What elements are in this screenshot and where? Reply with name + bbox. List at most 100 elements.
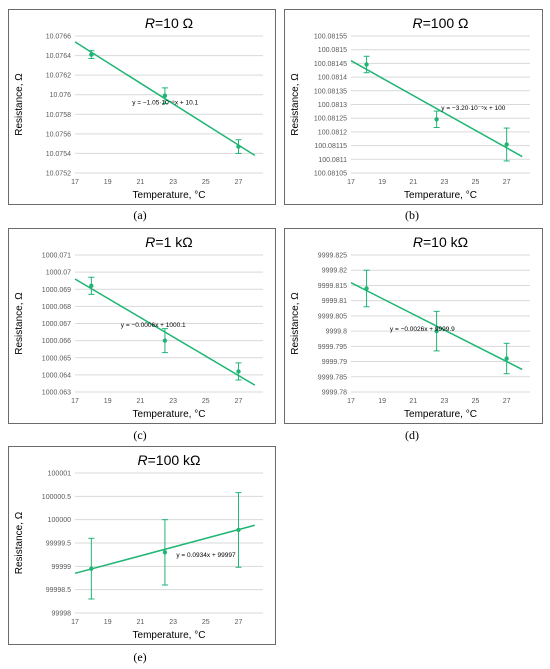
y-tick-label: 1000.069	[42, 287, 71, 294]
y-tick-label: 100.0814	[318, 75, 347, 82]
y-tick-label: 9999.81	[322, 298, 347, 305]
y-tick-label: 99998.5	[46, 587, 71, 594]
x-tick-label: 25	[472, 398, 480, 405]
y-tick-label: 10.0758	[46, 112, 71, 119]
y-tick-label: 99998	[52, 611, 72, 618]
x-tick-label: 19	[378, 179, 386, 186]
title-value: =100 kΩ	[148, 452, 201, 468]
y-tick-label: 9999.795	[318, 344, 347, 351]
chart-d: R=10 kΩ 9999.78 9999.785 9999.79 9999.795 999…	[290, 234, 530, 420]
y-tick-label: 1000.067	[42, 321, 71, 328]
x-tick-label: 27	[503, 179, 511, 186]
caption-e: (e)	[133, 650, 147, 664]
chart-panel-d: R=10 kΩ 9999.78 9999.785 9999.79 9999.795 999…	[284, 228, 543, 424]
title-value: =1 kΩ	[155, 234, 192, 250]
y-axis-label: Resistance, Ω	[14, 73, 25, 136]
x-tick-label: 27	[503, 398, 511, 405]
chart-panel-e: R=100 kΩ 99998 99998.5 99999 99999.5 100000 10…	[8, 446, 276, 645]
title-value: =10 kΩ	[423, 234, 468, 250]
x-tick-label: 19	[104, 619, 112, 626]
y-tick-label: 1000.07	[46, 270, 71, 277]
y-tick-label: 10.0752	[46, 171, 71, 178]
trendline	[350, 60, 523, 158]
data-point	[236, 527, 241, 533]
x-axis-label: Temperature, °C	[133, 409, 206, 420]
data-point	[162, 93, 168, 98]
x-axis-label: Temperature, °C	[404, 190, 477, 201]
y-tick-label: 100001	[48, 471, 71, 478]
y-axis-label: Resistance, Ω	[14, 292, 25, 355]
data-point	[434, 328, 439, 334]
data-point	[162, 338, 168, 343]
data-point	[504, 356, 509, 361]
chart-title: R=10 kΩ	[413, 234, 468, 250]
data-point	[236, 144, 241, 149]
x-axis-label: Temperature, °C	[404, 409, 477, 420]
y-tick-label: 1000.071	[42, 253, 71, 260]
x-tick-label: 25	[202, 619, 210, 626]
x-tick-label: 25	[202, 398, 210, 405]
title-value: =10 Ω	[155, 15, 193, 31]
y-tick-label: 1000.064	[42, 372, 71, 379]
x-tick-label: 27	[235, 619, 243, 626]
chart-panel-a: R=10 Ω 10.0752 10.0754 10.0756 10.0758 10.076…	[8, 9, 276, 205]
x-tick-label: 23	[169, 179, 177, 186]
data-point	[434, 117, 439, 122]
y-tick-label: 100.08115	[314, 143, 347, 150]
x-axis-label: Temperature, °C	[133, 630, 206, 641]
y-tick-label: 100.08155	[314, 34, 347, 41]
data-point	[236, 369, 241, 374]
y-tick-label: 9999.805	[318, 313, 347, 320]
y-tick-label: 10.0754	[46, 151, 71, 158]
data-point	[89, 566, 94, 571]
y-tick-label: 100.08135	[314, 88, 347, 95]
y-tick-label: 100.0811	[318, 157, 347, 164]
y-tick-label: 100.0815	[318, 47, 347, 54]
x-tick-label: 17	[71, 619, 79, 626]
caption-d: (d)	[405, 428, 419, 442]
chart-panel-c: R=1 kΩ 1000.063 1000.064 1000.065 1000.066 10…	[8, 228, 276, 424]
chart-title: R=100 kΩ	[137, 452, 200, 468]
fit-equation: y = −0.0006x + 1000.1	[121, 322, 186, 329]
x-tick-label: 25	[472, 179, 480, 186]
y-tick-label: 9999.825	[318, 253, 347, 260]
y-axis-label: Resistance, Ω	[290, 73, 301, 136]
x-tick-label: 19	[104, 179, 112, 186]
y-tick-label: 1000.065	[42, 355, 71, 362]
y-tick-label: 1000.068	[42, 304, 71, 311]
x-tick-label: 17	[71, 179, 79, 186]
x-tick-label: 23	[169, 619, 177, 626]
y-tick-label: 9999.82	[322, 268, 347, 275]
x-tick-label: 21	[136, 398, 144, 405]
y-tick-label: 99999	[52, 564, 72, 571]
title-variable: R	[145, 234, 155, 250]
y-tick-label: 100.0813	[318, 102, 347, 109]
chart-a: R=10 Ω 10.0752 10.0754 10.0756 10.0758 10.076…	[14, 15, 263, 201]
caption-b: (b)	[405, 208, 419, 222]
y-tick-label: 10.0762	[46, 73, 71, 80]
fit-equation: y = −1.05·10⁻⁵x + 10.1	[132, 100, 198, 107]
y-tick-label: 9999.78	[322, 390, 347, 397]
y-tick-label: 9999.815	[318, 283, 347, 290]
y-tick-label: 99999.5	[46, 541, 71, 548]
x-tick-label: 21	[409, 179, 417, 186]
caption-a: (a)	[133, 208, 147, 222]
fit-equation: y = 0.0934x + 99997	[176, 552, 236, 559]
chart-c: R=1 kΩ 1000.063 1000.064 1000.065 1000.066 10…	[14, 234, 263, 420]
title-variable: R	[137, 452, 147, 468]
x-tick-label: 21	[409, 398, 417, 405]
x-tick-label: 21	[136, 619, 144, 626]
x-tick-label: 27	[235, 398, 243, 405]
y-tick-label: 10.0766	[46, 34, 71, 41]
y-tick-label: 10.0764	[46, 53, 71, 60]
y-tick-label: 100000.5	[42, 494, 71, 501]
y-tick-label: 9999.8	[326, 329, 348, 336]
x-tick-label: 23	[169, 398, 177, 405]
data-point	[89, 283, 94, 289]
x-tick-label: 25	[202, 179, 210, 186]
chart-title: R=1 kΩ	[145, 234, 192, 250]
y-axis-label: Resistance, Ω	[290, 292, 301, 355]
y-tick-label: 100.08125	[314, 116, 347, 123]
x-tick-label: 23	[440, 398, 448, 405]
